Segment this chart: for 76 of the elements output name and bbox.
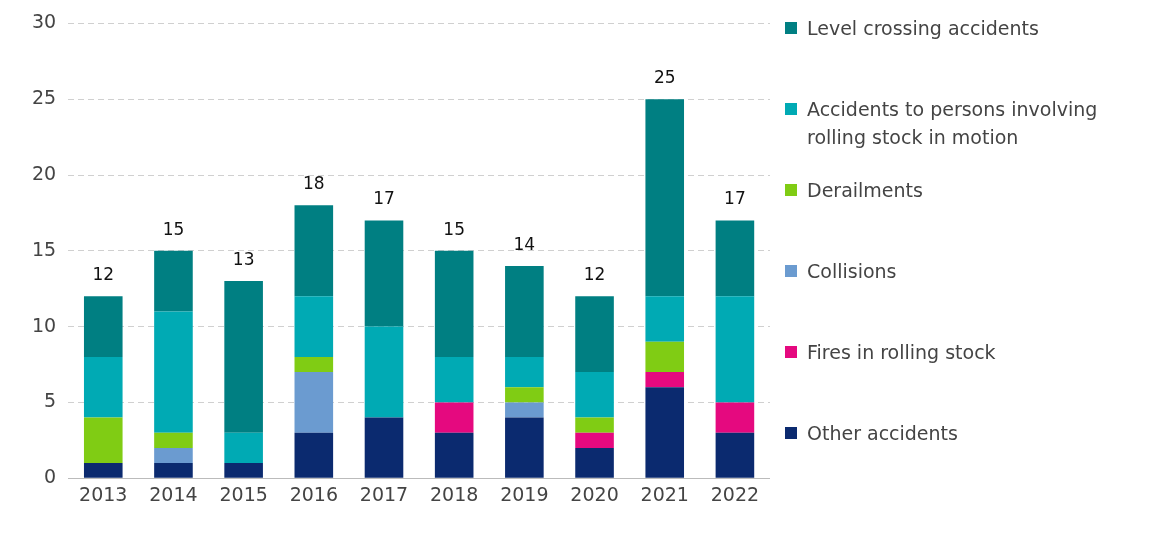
bar — [575, 417, 614, 433]
bar — [83, 296, 123, 357]
bar — [715, 432, 755, 478]
bar — [294, 356, 334, 373]
total-label: 12 — [583, 264, 606, 285]
total-label: 17 — [373, 188, 395, 209]
x-tick-label: 2017 — [359, 482, 409, 505]
bar — [224, 281, 263, 433]
bar — [575, 447, 614, 478]
bar — [434, 250, 474, 357]
bar — [505, 387, 544, 403]
bar — [154, 432, 193, 448]
y-tick-label: 25 — [31, 86, 57, 109]
bar — [83, 417, 123, 464]
bar — [224, 432, 263, 464]
x-tick-label: 2021 — [640, 482, 689, 505]
y-tick-label: 15 — [31, 237, 57, 260]
bar — [294, 205, 334, 297]
total-label: 14 — [513, 233, 536, 254]
bar — [83, 463, 123, 478]
bar — [575, 432, 614, 448]
y-tick-label: 5 — [44, 389, 57, 412]
total-label: 17 — [724, 188, 746, 209]
x-tick-label: 2019 — [500, 482, 549, 505]
legend-label: Level crossing accidents — [807, 16, 1039, 41]
total-label: 15 — [443, 218, 465, 239]
y-tick-label: 10 — [31, 313, 57, 336]
bar — [575, 296, 614, 373]
bar — [364, 417, 404, 478]
bar — [645, 372, 685, 388]
total-label: 13 — [232, 249, 255, 270]
bar — [294, 296, 334, 357]
total-label: 25 — [653, 67, 676, 88]
y-tick-label: 20 — [31, 161, 57, 184]
bar — [294, 432, 334, 478]
legend-label: Fires in rolling stock — [807, 340, 996, 365]
bar — [154, 447, 193, 464]
bar — [83, 356, 123, 418]
bar — [224, 463, 263, 478]
legend-label: Accidents to persons involving rolling stock in motion — [807, 97, 1099, 150]
x-tick-label: 2016 — [289, 482, 338, 505]
bar — [505, 402, 544, 418]
total-label: 12 — [92, 264, 115, 285]
bar — [154, 311, 193, 433]
x-tick-label: 2015 — [219, 482, 268, 505]
legend-label: Derailments — [807, 178, 923, 203]
bar — [294, 372, 334, 433]
x-tick-label: 2014 — [149, 482, 198, 505]
y-tick-label: 0 — [44, 465, 57, 488]
bar — [715, 296, 755, 403]
total-label: 15 — [162, 218, 185, 239]
bar — [505, 417, 544, 478]
x-tick-label: 2018 — [430, 482, 479, 505]
legend-label: Collisions — [807, 259, 897, 284]
y-tick-label: 30 — [31, 10, 57, 33]
x-tick-label: 2013 — [79, 482, 128, 505]
bar — [505, 265, 544, 357]
bar — [434, 432, 474, 478]
bar — [364, 220, 404, 327]
total-label: 18 — [302, 173, 325, 194]
bar — [154, 250, 193, 312]
bar — [645, 296, 685, 342]
bar — [154, 463, 193, 478]
bar — [715, 220, 755, 297]
bar — [645, 99, 685, 297]
bar — [434, 402, 474, 433]
bar — [364, 326, 404, 418]
x-tick-label: 2020 — [570, 482, 619, 505]
bar — [645, 387, 685, 478]
x-tick-label: 2022 — [710, 482, 760, 505]
bar — [505, 356, 544, 388]
bar — [715, 402, 755, 433]
bar — [645, 341, 685, 373]
bar — [434, 356, 474, 403]
bar — [575, 372, 614, 418]
legend-label: Other accidents — [807, 421, 958, 446]
